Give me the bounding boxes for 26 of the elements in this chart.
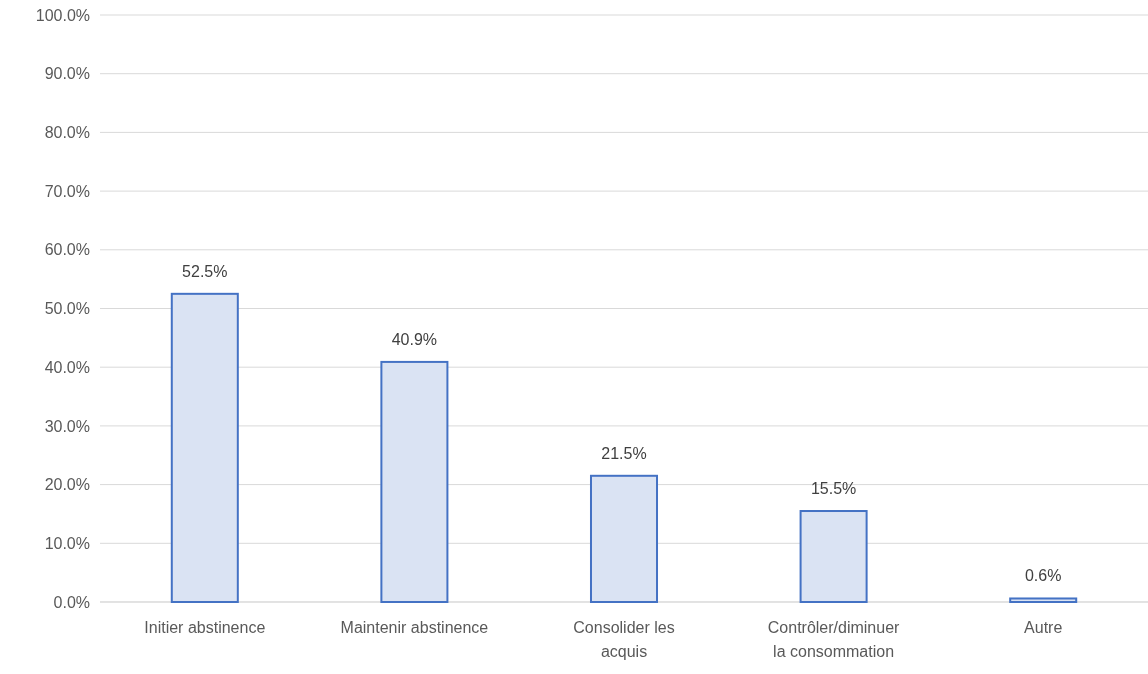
y-tick-label: 90.0% xyxy=(44,65,90,83)
data-label: 0.6% xyxy=(1024,567,1062,585)
x-tick-label: Contrôler/diminuer la consommation xyxy=(767,619,901,660)
bar xyxy=(1009,597,1078,603)
y-tick-label: 10.0% xyxy=(44,534,90,552)
x-tick-label: Initier abstinence xyxy=(144,619,266,636)
data-label: 52.5% xyxy=(182,262,228,280)
bar xyxy=(380,360,449,603)
y-tick-label: 50.0% xyxy=(44,300,90,318)
data-label: 15.5% xyxy=(810,480,857,498)
y-tick-label: 20.0% xyxy=(44,476,90,494)
data-label: 21.5% xyxy=(601,444,647,462)
y-tick-label: 30.0% xyxy=(44,417,90,435)
bar xyxy=(170,292,239,603)
bar xyxy=(799,510,868,603)
y-tick-label: 80.0% xyxy=(44,124,90,141)
bar xyxy=(589,474,659,603)
data-label: 40.9% xyxy=(391,330,438,348)
x-tick-label: Autre xyxy=(1024,619,1063,636)
y-tick-label: 0.0% xyxy=(53,593,90,611)
y-tick-label: 60.0% xyxy=(44,241,90,259)
y-tick-label: 100.0% xyxy=(35,6,90,24)
y-tick-label: 40.0% xyxy=(44,358,90,376)
y-tick-label: 70.0% xyxy=(44,182,90,200)
x-tick-label: Consolider les acquis xyxy=(573,619,675,660)
x-tick-label: Maintenir abstinence xyxy=(340,619,489,636)
